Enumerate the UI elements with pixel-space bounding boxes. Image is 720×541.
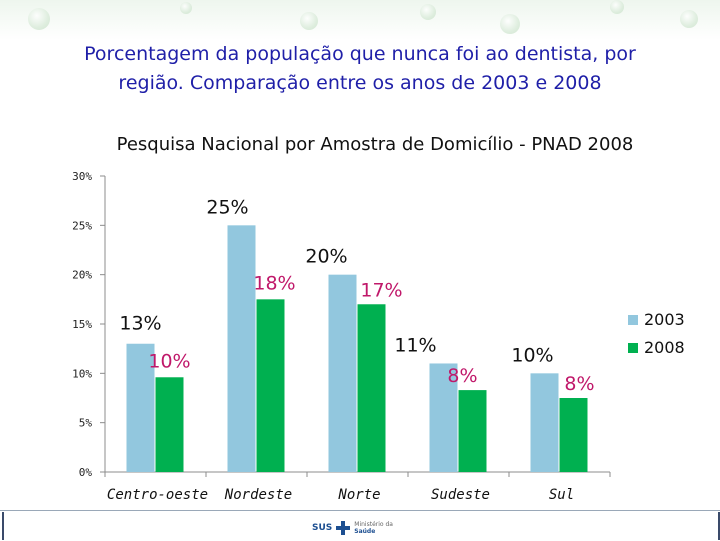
y-tick-label: 10% <box>72 367 92 380</box>
bar-2008 <box>458 390 487 472</box>
data-label-2003: 25% <box>206 196 248 218</box>
x-category-label: Sul <box>549 487 574 503</box>
x-category-label: Centro-oeste <box>107 487 208 503</box>
decor-bubble <box>610 0 624 14</box>
bar-2008 <box>155 377 184 472</box>
legend-label-2003: 2003 <box>644 310 685 329</box>
page-title-line-1: Porcentagem da população que nunca foi a… <box>84 43 636 65</box>
y-tick-label: 15% <box>72 318 92 331</box>
data-label-2003: 13% <box>119 313 161 335</box>
decor-bubble <box>420 4 436 20</box>
bar-2008 <box>559 398 588 472</box>
decor-bubble <box>680 10 698 28</box>
decor-bubble <box>500 14 520 34</box>
decor-bubble <box>28 8 50 30</box>
y-tick-label: 5% <box>79 417 93 430</box>
header-band <box>0 0 720 40</box>
bar-2003 <box>328 274 357 472</box>
page-title: Porcentagem da população que nunca foi a… <box>0 40 720 98</box>
bar-2003 <box>227 225 256 472</box>
y-tick-label: 30% <box>72 170 92 183</box>
bar-chart: 0% 5% 10% 15% 20% 25% 30% Centro-oeste 13% 10% Nor… <box>72 170 685 503</box>
ministry-logo-line-1: Ministério da <box>354 521 393 528</box>
decor-bubble <box>300 12 318 30</box>
y-tick-label: 0% <box>79 466 93 479</box>
y-tick-label: 25% <box>72 219 92 232</box>
data-label-2008: 17% <box>360 279 402 301</box>
data-label-2008: 18% <box>253 272 295 294</box>
footer-frame <box>2 512 720 540</box>
x-category-label: Norte <box>337 487 380 503</box>
health-cross-icon <box>336 521 351 535</box>
legend-label-2008: 2008 <box>644 338 685 357</box>
x-category-label: Sudeste <box>431 487 490 503</box>
bar-2003 <box>429 363 458 472</box>
ministry-logo-text: Ministério da Saúde <box>354 521 393 535</box>
decor-bubble <box>180 2 192 14</box>
page-title-line-2: região. Comparação entre os anos de 2003… <box>118 72 602 94</box>
bar-2003 <box>126 343 155 472</box>
data-label-2003: 20% <box>305 246 347 268</box>
chart-subtitle: Pesquisa Nacional por Amostra de Domicíl… <box>116 134 634 155</box>
x-category-label: Nordeste <box>224 487 292 503</box>
data-label-2008: 8% <box>447 365 477 387</box>
data-label-2003: 11% <box>394 334 436 356</box>
bar-2008 <box>256 299 285 472</box>
bar-2003 <box>530 373 559 472</box>
sus-logo-text: SUS <box>312 523 333 533</box>
legend-swatch-2008 <box>628 343 638 353</box>
footer-bar <box>0 510 720 541</box>
data-label-2008: 10% <box>148 350 190 372</box>
data-label-2008: 8% <box>564 373 594 395</box>
ministry-logo-line-2: Saúde <box>354 528 376 535</box>
legend-swatch-2003 <box>628 315 638 325</box>
bar-2008 <box>357 304 386 472</box>
ministerio-saude-logo: SUS Ministério da Saúde <box>312 518 393 538</box>
y-tick-label: 20% <box>72 269 92 282</box>
data-label-2003: 10% <box>511 344 553 366</box>
